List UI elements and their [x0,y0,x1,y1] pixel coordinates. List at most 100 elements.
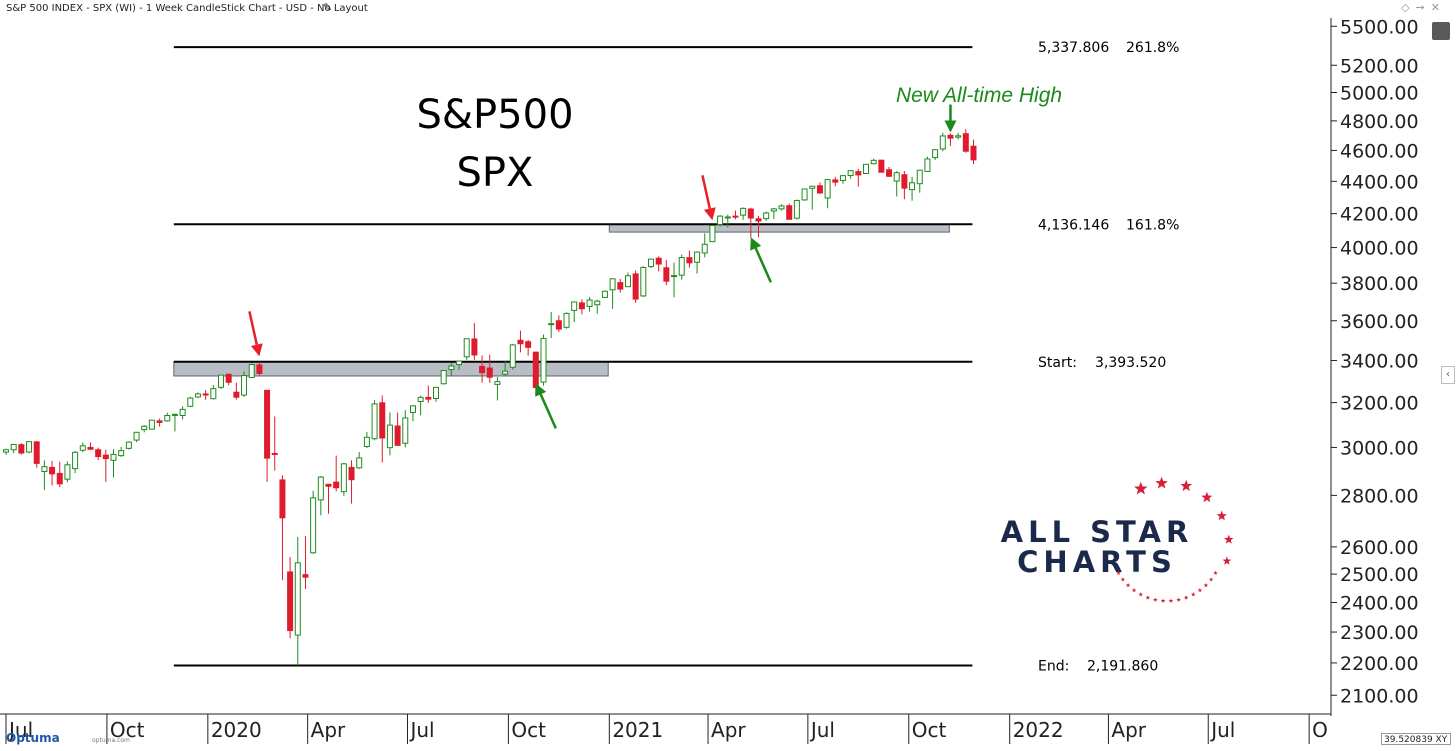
candle [248,363,255,379]
candle [463,338,470,360]
candle-body [740,207,747,216]
candle [348,460,355,504]
candle-body [264,389,271,459]
candle [294,537,301,666]
candle-body [517,339,524,345]
candle [724,214,731,228]
candle-body [532,351,539,389]
arrow-head [944,120,957,133]
candle [632,270,639,303]
brand-star-small [1191,592,1196,597]
candle [755,215,762,238]
candle-body [617,282,624,290]
candle [893,171,900,197]
candle-body [724,216,731,219]
brand-star-small [1116,570,1121,575]
brand-star-small [1160,598,1166,603]
candle-body [886,169,893,177]
brand-star-small [1197,587,1203,593]
lock-icon[interactable] [1432,22,1450,40]
candle-body [624,275,631,288]
candle [701,233,708,258]
brand-line-2: CHARTS [1017,545,1177,579]
candle-body [502,370,509,375]
brand-star-small [1183,595,1189,600]
candle-body [371,403,378,440]
candle [125,441,132,450]
candle [855,168,862,187]
candle-body [955,135,962,138]
candle-body [924,158,931,172]
y-tick-label: 2100.00 [1340,685,1419,707]
candle-body [801,188,808,201]
candle-body [432,386,439,399]
brand-star-small [1138,592,1143,597]
candle [379,395,386,463]
y-tick-label: 2500.00 [1340,564,1419,586]
pin-icon[interactable]: ➙ [1415,1,1431,14]
candle-body [571,301,578,311]
chart-title: S&P500 [416,92,573,138]
candle [509,343,516,370]
candle [801,188,808,201]
candle-body [171,413,178,416]
candle-body [225,373,232,383]
y-tick-label: 5200.00 [1340,55,1419,77]
candle [563,312,570,329]
candle-body [893,172,900,182]
candle-body [862,163,869,174]
candle [194,392,201,398]
candle-body [79,445,86,451]
x-tick-label: Apr [1111,718,1146,742]
candle [386,412,393,456]
close-icon[interactable]: ✕ [1430,1,1446,14]
candle [671,262,678,298]
candle [225,373,232,386]
candle-body [33,441,40,464]
candle-body [409,405,416,413]
candle-body [855,171,862,176]
collapse-panel-icon[interactable]: ‹ [1441,366,1455,384]
candle [916,169,923,193]
y-tick-label: 2300.00 [1340,622,1419,644]
optuma-site: optuma.com [92,737,130,744]
level-label-1: 5,337.806 [1038,40,1109,56]
candle-body [609,278,616,291]
candle [832,176,839,187]
chart-subtitle: SPX [457,150,534,196]
candlestick-series [3,129,977,666]
candle [594,299,601,314]
candle-body [540,338,547,383]
diamond-icon[interactable]: ◇ [1401,1,1416,14]
candle [578,299,585,315]
arrow-shaft [248,311,259,345]
candle-body [463,338,470,358]
brand-star [1216,510,1227,521]
candle-body [732,215,739,218]
candle-body [310,497,317,554]
candle-body [340,463,347,493]
arrow-green-5 [944,104,957,133]
candle [141,425,148,433]
candle-body [18,444,25,454]
candle [164,412,171,422]
candle-body [647,258,654,268]
candle [809,185,816,210]
candle-body [701,243,708,254]
brand-star-small [1131,587,1137,593]
window-toolbar-icons[interactable]: ◇➙✕ [1401,1,1446,14]
candle [133,431,140,443]
candle-body [294,562,301,636]
scale-readout[interactable]: 39.520839 XY [1381,733,1451,745]
y-tick-label: 4800.00 [1340,111,1419,133]
candle [26,441,33,454]
candle-body [456,360,463,366]
candle [417,395,424,416]
candle [617,278,624,293]
candle [33,440,40,468]
candle [10,443,17,454]
candle-body [356,457,363,469]
brand-stars-arc [1116,476,1234,603]
pencil-icon[interactable]: ✎ [323,1,333,14]
